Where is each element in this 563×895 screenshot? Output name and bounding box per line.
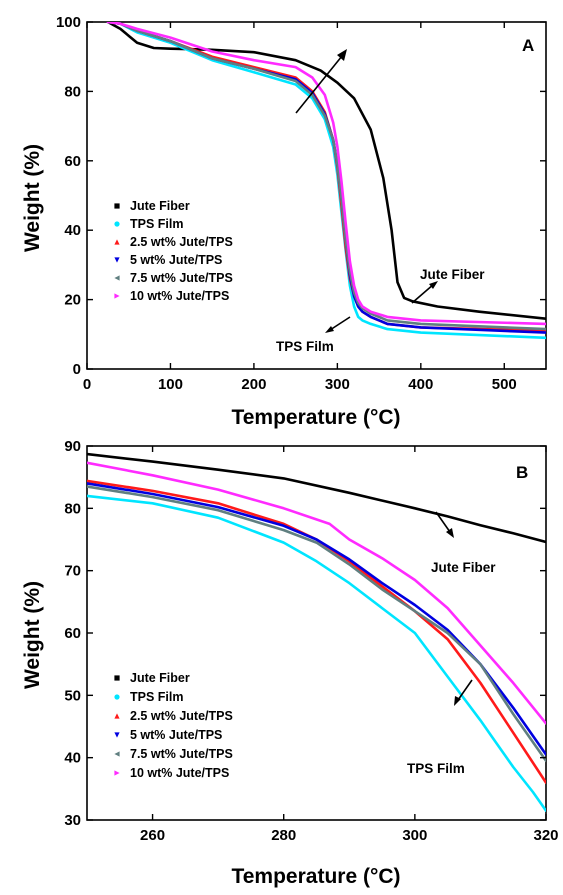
- jute-fiber-arrow-head: [446, 528, 454, 538]
- legend-label: Jute Fiber: [130, 199, 190, 213]
- panel-label: B: [516, 463, 528, 482]
- legend-marker: [114, 257, 120, 263]
- series-line-5: [87, 485, 546, 763]
- plot-frame: [86, 445, 547, 821]
- legend-marker: [114, 221, 120, 227]
- panel-a: 0 100 200 300 400 500 0 20 40 60 80 100 Temperatur…: [21, 14, 547, 429]
- y-tick-label: 40: [64, 750, 81, 767]
- x-tick-label: 300: [402, 827, 427, 844]
- y-tick-label: 70: [64, 563, 81, 580]
- legend: Jute Fiber TPS Film 2.5 wt% Jute/TPS 5 wt% …: [114, 671, 233, 780]
- x-tick-label: 280: [271, 827, 296, 844]
- legend-marker: [114, 275, 120, 281]
- legend-marker: [114, 694, 120, 700]
- x-ticks: 260 280 300 320: [140, 446, 559, 844]
- tps-film-annotation: TPS Film: [407, 761, 465, 776]
- panel-b: 260 280 300 320 30 40 50 60 70 80 90 Temperature …: [21, 438, 559, 888]
- y-tick-label: 60: [64, 153, 81, 170]
- series-line-1: [87, 452, 546, 544]
- legend-marker: [114, 239, 120, 245]
- plot-frame: [86, 21, 547, 370]
- trend-arrow-shaft: [295, 55, 343, 114]
- legend-marker: [114, 732, 120, 738]
- series-line-1: [106, 22, 546, 320]
- tps-film-arrow-head: [325, 326, 334, 333]
- x-tick-label: 0: [83, 376, 91, 393]
- x-tick-label: 500: [492, 376, 517, 393]
- legend-label: TPS Film: [130, 690, 183, 704]
- jute-fiber-annotation: Jute Fiber: [431, 560, 496, 575]
- series-line-3: [87, 479, 546, 784]
- y-tick-label: 80: [64, 83, 81, 100]
- y-tick-label: 90: [64, 438, 81, 455]
- legend-marker: [114, 751, 120, 757]
- series-line-2: [87, 494, 546, 812]
- jute-fiber-arrow: [435, 511, 451, 533]
- x-tick-label: 260: [140, 827, 165, 844]
- legend-label: TPS Film: [130, 217, 183, 231]
- jute-fiber-annotation: Jute Fiber: [420, 267, 485, 282]
- series-lines: [106, 22, 546, 340]
- legend-label: 7.5 wt% Jute/TPS: [130, 747, 233, 761]
- y-tick-label: 80: [64, 500, 81, 517]
- series-line-6: [106, 22, 546, 326]
- series-line-6: [87, 461, 546, 725]
- legend-marker: [114, 293, 120, 299]
- y-tick-label: 30: [64, 812, 81, 829]
- y-axis-title: Weight (%): [21, 581, 44, 689]
- y-tick-label: 40: [64, 222, 81, 239]
- y-ticks: 30 40 50 60 70 80 90: [64, 438, 546, 829]
- legend-label: 10 wt% Jute/TPS: [130, 289, 229, 303]
- y-tick-label: 60: [64, 625, 81, 642]
- tps-film-arrow: [457, 679, 473, 701]
- x-ticks: 0 100 200 300 400 500: [83, 22, 517, 393]
- x-tick-label: 300: [325, 376, 350, 393]
- x-tick-label: 320: [533, 827, 558, 844]
- legend-label: 5 wt% Jute/TPS: [130, 253, 222, 267]
- x-tick-label: 100: [158, 376, 183, 393]
- y-tick-label: 100: [56, 14, 81, 31]
- jute-fiber-arrow-head: [429, 281, 438, 289]
- legend-marker: [114, 675, 120, 681]
- legend-marker: [114, 203, 120, 209]
- trend-arrow-head: [337, 49, 347, 61]
- tps-film-arrow-head: [454, 696, 461, 706]
- series-line-5: [106, 22, 546, 331]
- x-axis-title: Temperature (°C): [231, 406, 400, 429]
- jute-fiber-arrow: [411, 283, 435, 304]
- legend-label: 2.5 wt% Jute/TPS: [130, 235, 233, 249]
- tps-film-annotation: TPS Film: [276, 339, 334, 354]
- x-axis-title: Temperature (°C): [231, 865, 400, 888]
- legend-marker: [114, 713, 120, 719]
- y-ticks: 0 20 40 60 80 100: [56, 14, 546, 378]
- legend-marker: [114, 770, 120, 776]
- y-axis-title: Weight (%): [21, 144, 44, 252]
- legend-label: 5 wt% Jute/TPS: [130, 728, 222, 742]
- panel-label: A: [522, 36, 534, 55]
- tps-film-arrow: [329, 316, 351, 331]
- series-line-4: [106, 22, 546, 334]
- x-tick-label: 400: [408, 376, 433, 393]
- legend-label: 10 wt% Jute/TPS: [130, 766, 229, 780]
- legend-label: Jute Fiber: [130, 671, 190, 685]
- y-tick-label: 0: [73, 361, 81, 378]
- series-lines: [87, 452, 546, 812]
- legend-label: 7.5 wt% Jute/TPS: [130, 271, 233, 285]
- legend: Jute Fiber TPS Film 2.5 wt% Jute/TPS 5 wt% …: [114, 199, 233, 303]
- y-tick-label: 20: [64, 292, 81, 309]
- legend-label: 2.5 wt% Jute/TPS: [130, 709, 233, 723]
- y-tick-label: 50: [64, 687, 81, 704]
- x-tick-label: 200: [241, 376, 266, 393]
